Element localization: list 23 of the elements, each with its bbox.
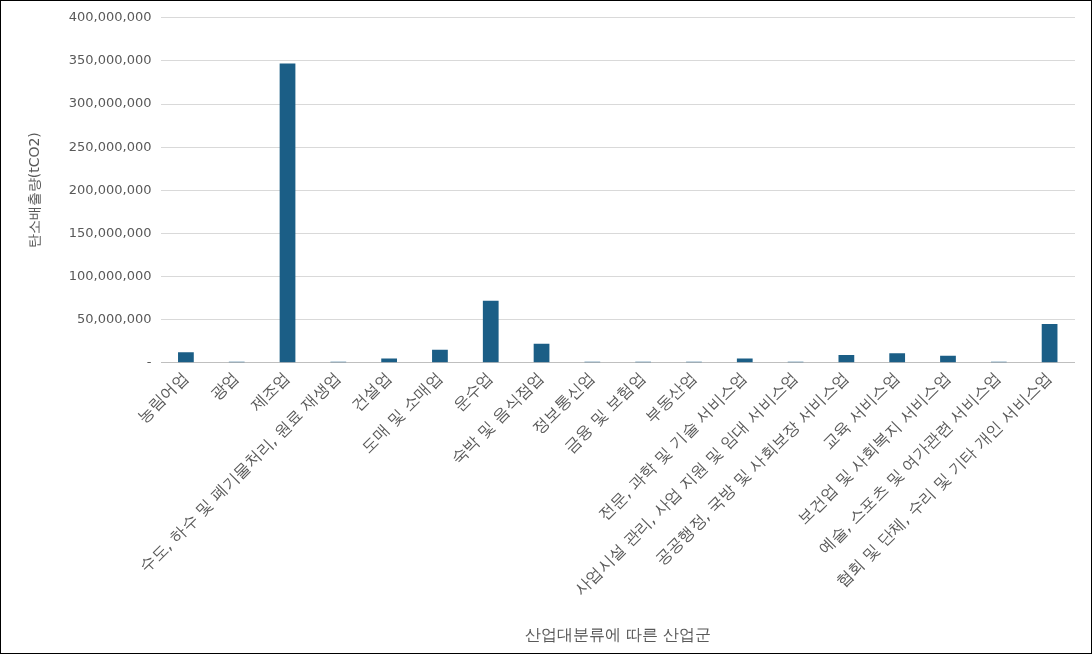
bar	[533, 343, 550, 363]
bar	[381, 358, 397, 363]
bar	[432, 349, 448, 363]
y-tick-label: 300,000,000	[68, 95, 152, 111]
y-tick-label: 200,000,000	[68, 181, 152, 197]
y-tick-label: 50,000,000	[77, 310, 152, 326]
y-tick-label: 350,000,000	[68, 52, 152, 68]
bar	[940, 355, 956, 363]
y-tick-label: 150,000,000	[68, 224, 152, 240]
y-axis-title: 탄소배출량(tCO2)	[26, 132, 43, 249]
bar	[482, 300, 499, 363]
y-tick-label: 400,000,000	[68, 9, 152, 25]
bar	[889, 353, 906, 363]
bar	[279, 63, 296, 363]
bar	[838, 354, 855, 363]
x-axis-title: 산업대분류에 따른 산업군	[524, 624, 711, 644]
x-tick-label: 광업	[206, 367, 243, 404]
y-tick-label: 250,000,000	[68, 138, 152, 154]
bar	[178, 352, 194, 363]
bar	[1041, 323, 1058, 363]
bar	[736, 358, 753, 363]
y-tick-label: 100,000,000	[68, 267, 152, 283]
y-tick-label: -	[146, 354, 152, 370]
